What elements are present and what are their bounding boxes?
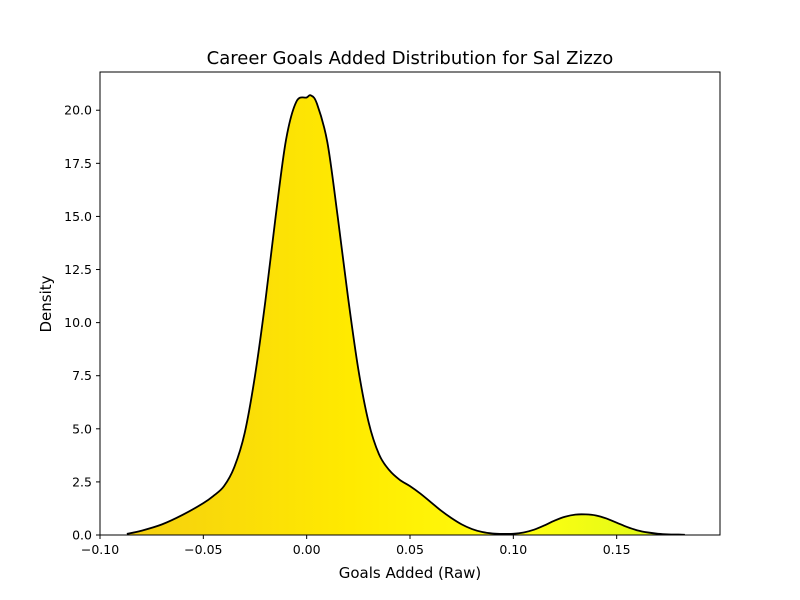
- plot-frame: [99, 71, 721, 536]
- y-tick-label: 0.0: [72, 528, 92, 543]
- plot-area: [126, 94, 685, 535]
- y-tick-label: 7.5: [72, 368, 92, 383]
- y-tick-label: 12.5: [64, 262, 92, 277]
- x-axis: −0.10 −0.05 0.00 0.05 0.10 0.15: [81, 535, 631, 557]
- y-axis-label: Density: [37, 275, 55, 332]
- x-tick-label: 0.10: [499, 542, 527, 557]
- y-tick-label: 17.5: [64, 156, 92, 171]
- x-axis-label: Goals Added (Raw): [339, 564, 482, 582]
- density-line: [126, 94, 685, 535]
- y-tick-label: 2.5: [72, 474, 92, 489]
- chart-title: Career Goals Added Distribution for Sal …: [207, 48, 614, 69]
- x-tick-label: −0.05: [184, 542, 222, 557]
- y-tick-label: 10.0: [64, 315, 92, 330]
- x-tick-label: 0.05: [396, 542, 424, 557]
- x-tick-label: 0.00: [293, 542, 321, 557]
- y-tick-label: 5.0: [72, 421, 92, 436]
- x-tick-label: 0.15: [603, 542, 631, 557]
- x-tick-label: −0.10: [81, 542, 119, 557]
- density-area: [126, 95, 685, 535]
- y-tick-label: 15.0: [64, 209, 92, 224]
- y-axis: 0.0 2.5 5.0 7.5 10.0 12.5 15.0 17.5 20.0: [64, 103, 100, 543]
- y-tick-label: 20.0: [64, 103, 92, 118]
